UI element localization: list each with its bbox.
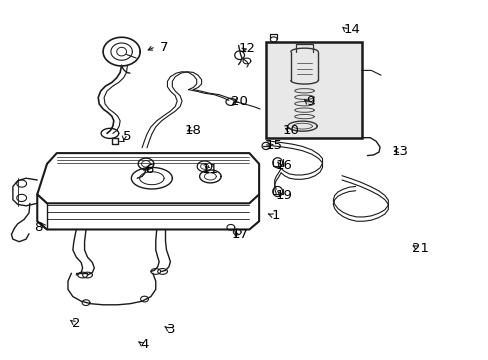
Text: 20: 20 xyxy=(231,95,247,108)
Text: 6: 6 xyxy=(145,163,153,176)
Text: 4: 4 xyxy=(140,338,148,351)
Text: 7: 7 xyxy=(160,41,168,54)
Text: 15: 15 xyxy=(264,139,282,152)
Text: 5: 5 xyxy=(123,130,131,144)
Text: 1: 1 xyxy=(271,210,280,222)
Text: 11: 11 xyxy=(202,163,219,176)
Text: 17: 17 xyxy=(231,228,247,241)
Text: 10: 10 xyxy=(282,124,299,137)
Text: 3: 3 xyxy=(167,323,175,336)
Bar xyxy=(266,41,361,138)
Text: 9: 9 xyxy=(305,95,314,108)
Text: 12: 12 xyxy=(238,41,255,54)
Bar xyxy=(266,41,361,138)
Text: 13: 13 xyxy=(391,145,408,158)
Text: 8: 8 xyxy=(35,221,43,234)
Text: 16: 16 xyxy=(275,159,291,172)
Text: 2: 2 xyxy=(72,317,81,330)
Text: 19: 19 xyxy=(275,189,291,202)
Text: 14: 14 xyxy=(343,23,360,36)
Text: 18: 18 xyxy=(184,124,202,137)
Text: 21: 21 xyxy=(411,242,427,255)
